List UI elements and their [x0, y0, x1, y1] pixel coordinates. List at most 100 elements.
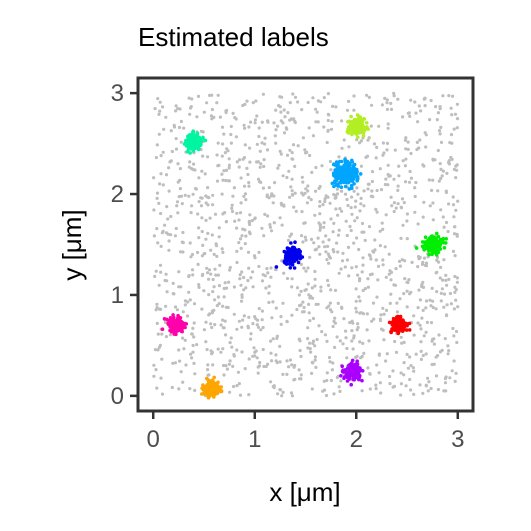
cluster-point — [347, 371, 352, 375]
background-point — [158, 263, 163, 267]
background-point — [425, 320, 429, 324]
background-point — [159, 244, 163, 248]
background-point — [374, 156, 378, 160]
background-point — [310, 371, 314, 375]
background-point — [447, 202, 451, 206]
background-point — [421, 215, 425, 219]
background-point — [387, 272, 391, 276]
background-point — [449, 106, 453, 110]
background-point — [206, 271, 210, 275]
background-point — [361, 288, 365, 293]
background-point — [423, 263, 427, 267]
background-point — [345, 197, 349, 202]
background-point — [253, 118, 257, 122]
background-point — [302, 310, 306, 314]
background-point — [242, 194, 246, 198]
background-point — [290, 151, 294, 155]
background-point — [217, 302, 221, 306]
background-point — [385, 148, 389, 152]
background-point — [232, 186, 236, 190]
cluster-point — [333, 163, 338, 167]
cluster-point — [211, 390, 216, 395]
background-point — [311, 341, 315, 345]
background-point — [242, 156, 246, 160]
background-point — [280, 394, 284, 398]
background-point — [290, 189, 294, 193]
cluster-point — [353, 376, 357, 381]
background-point — [199, 196, 203, 200]
background-point — [152, 176, 156, 180]
background-point — [230, 345, 234, 349]
background-point — [299, 262, 303, 266]
cluster-point — [365, 126, 370, 131]
x-tick-label: 0 — [147, 426, 160, 453]
background-point — [217, 163, 221, 167]
background-point — [247, 266, 251, 270]
cluster-6 — [160, 313, 189, 337]
background-point — [383, 182, 387, 187]
background-point — [164, 231, 169, 235]
background-point — [367, 136, 371, 140]
background-point — [205, 266, 209, 270]
cluster-point — [351, 363, 355, 368]
background-point — [261, 347, 265, 352]
background-point — [310, 360, 314, 364]
background-point — [229, 124, 233, 129]
background-point — [353, 205, 357, 209]
background-point — [420, 282, 424, 287]
background-point — [266, 271, 270, 275]
background-point — [290, 285, 294, 289]
background-point — [362, 189, 366, 193]
background-point — [174, 137, 178, 141]
background-point — [278, 388, 282, 392]
background-point — [439, 208, 443, 212]
background-point — [324, 393, 329, 398]
background-point — [228, 341, 232, 345]
cluster-point — [424, 245, 429, 249]
clusters — [160, 113, 449, 400]
background-point — [389, 101, 393, 105]
background-point — [220, 125, 225, 129]
background-point — [370, 103, 374, 107]
background-point — [329, 378, 333, 383]
background-point — [158, 109, 162, 113]
background-point — [385, 141, 390, 145]
cluster-point — [168, 328, 172, 333]
background-point — [229, 132, 233, 137]
background-point — [232, 285, 236, 289]
background-point — [344, 336, 348, 340]
background-point — [323, 245, 327, 249]
background-point — [314, 165, 318, 170]
background-point — [408, 377, 412, 382]
background-point — [402, 340, 406, 344]
background-point — [311, 96, 315, 100]
background-point — [196, 212, 200, 216]
background-point — [161, 105, 165, 109]
background-point — [216, 93, 220, 97]
background-point — [190, 204, 194, 208]
background-point — [206, 231, 210, 235]
background-point — [247, 125, 251, 129]
background-point — [238, 273, 242, 277]
background-point — [288, 234, 292, 238]
cluster-point — [332, 173, 336, 177]
background-point — [327, 304, 331, 308]
background-point — [258, 360, 262, 365]
background-point — [379, 313, 383, 317]
background-point — [262, 364, 266, 369]
cluster-point — [435, 231, 439, 236]
background-point — [318, 200, 322, 204]
background-point — [301, 240, 305, 244]
background-point — [298, 348, 302, 353]
background-point — [210, 233, 214, 237]
background-point — [442, 225, 446, 229]
background-point — [370, 319, 374, 323]
background-point — [164, 173, 169, 177]
background-point — [421, 353, 425, 358]
cluster-point — [352, 182, 356, 186]
background-point — [323, 197, 327, 201]
background-point — [202, 289, 206, 293]
chart-title: Estimated labels — [138, 22, 329, 52]
background-point — [152, 208, 156, 212]
background-point — [257, 250, 261, 254]
